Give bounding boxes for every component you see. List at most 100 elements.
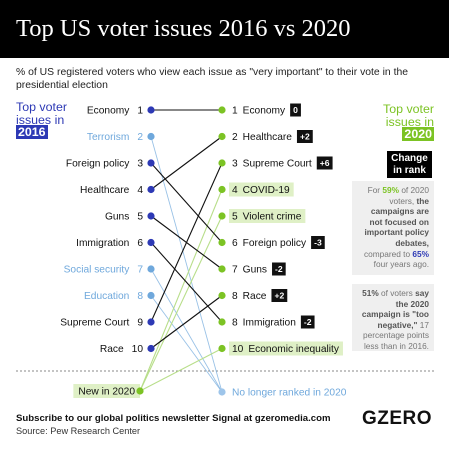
rank-link-6-to-9 — [150, 242, 223, 323]
left-label-healthcare: Healthcare — [80, 185, 130, 196]
change-value-race: +2 — [274, 291, 284, 301]
left-rank-9: 9 — [137, 318, 143, 329]
right-label-economy: Economy — [243, 106, 286, 117]
right-point-race — [218, 291, 226, 300]
left-heading-year: 2016 — [16, 125, 48, 139]
right-rank-economic-inequality: 10 — [232, 344, 244, 355]
rank-link-4-to-2 — [150, 136, 223, 190]
left-point-8 — [147, 291, 155, 300]
gzero-logo: GZERO — [362, 408, 433, 429]
source-footer: Source: Pew Research Center — [16, 426, 141, 436]
right-rank-supreme-court: 3 — [232, 159, 238, 170]
left-rank-1: 1 — [137, 106, 143, 117]
right-rank-foreign-policy: 6 — [232, 238, 238, 249]
callout1-bold: the campaigns are not focused on importa… — [364, 195, 429, 248]
rank-link-10-to-8 — [150, 295, 223, 349]
callout1-pct-2016: 65% — [412, 248, 429, 259]
left-rank-7: 7 — [137, 265, 143, 276]
change-value-immigration: -2 — [304, 317, 312, 327]
left-point-6 — [147, 238, 155, 247]
right-label-foreign-policy: Foreign policy — [243, 238, 307, 249]
right-label-economic-inequality: Economic inequality — [248, 344, 340, 355]
callout-negativity: 51% of voters say the 2020 campaign is "… — [352, 284, 434, 351]
new-highlight-violent-crime — [229, 209, 306, 223]
right-label-guns: Guns — [243, 265, 267, 276]
change-value-healthcare: +2 — [300, 132, 310, 142]
right-heading-year: 2020 — [402, 127, 434, 141]
left-label-supreme-court: Supreme Court — [60, 318, 129, 329]
left-point-3 — [147, 159, 155, 167]
right-rank-immigration: 8 — [232, 318, 238, 329]
left-point-10 — [147, 344, 155, 353]
newsletter-footer: Subscribe to our global politics newslet… — [16, 413, 331, 424]
new-highlight-covid-19 — [229, 182, 294, 197]
callout1-text-4: four years ago. — [373, 259, 429, 270]
right-rank-guns: 7 — [232, 265, 238, 276]
left-label-race: Race — [100, 344, 124, 355]
left-rank-4: 4 — [137, 185, 143, 196]
callout1-text-2: of 2020 voters, — [389, 185, 429, 206]
chart-subtitle: % of US registered voters who view each … — [16, 67, 409, 91]
left-rank-3: 3 — [137, 159, 143, 170]
change-badge-healthcare — [296, 130, 313, 143]
right-label-violent-crime: Violent crime — [243, 212, 302, 223]
right-rank-race: 8 — [232, 291, 238, 302]
change-value-guns: -2 — [275, 264, 283, 274]
right-point-covid-19 — [218, 185, 226, 194]
change-badge-economy — [290, 103, 301, 117]
left-point-1 — [147, 106, 155, 114]
new-link-covid-19 — [139, 189, 223, 392]
no-longer-ranked-label: No longer ranked in 2020 — [232, 388, 347, 399]
left-label-economy: Economy — [87, 106, 130, 117]
callout2-bold: say the 2020 campaign is "too negative," — [361, 288, 429, 330]
right-point-economy — [218, 106, 226, 114]
change-badge-race — [271, 289, 288, 302]
left-rank-10: 10 — [132, 344, 144, 355]
right-label-supreme-court: Supreme Court — [243, 159, 312, 170]
callout2-text-1: of voters — [381, 288, 413, 298]
page-title: Top US voter issues 2016 vs 2020 — [0, 0, 449, 58]
right-point-violent-crime — [218, 212, 226, 220]
callout1-text-1: For — [367, 185, 381, 195]
left-label-foreign-policy: Foreign policy — [66, 159, 130, 170]
rank-link-9-to-3 — [150, 162, 223, 323]
right-point-healthcare — [218, 132, 226, 141]
right-point-supreme-court — [218, 159, 226, 167]
change-value-economy: 0 — [293, 105, 298, 115]
change-badge-supreme-court — [316, 156, 333, 170]
callout1-pct-2020: 59% — [382, 185, 399, 195]
left-label-immigration: Immigration — [76, 238, 129, 249]
left-rank-6: 6 — [137, 238, 143, 249]
no-longer-ranked-point — [218, 388, 226, 396]
change-value-foreign-policy: -3 — [314, 238, 322, 248]
right-heading-text: Top voter issues in — [383, 102, 434, 129]
new-highlight-economic-inequality — [229, 341, 343, 356]
left-rank-2: 2 — [137, 132, 143, 143]
change-badge-immigration — [300, 315, 315, 329]
callout1-text-3: compared to — [363, 248, 411, 259]
right-point-immigration — [218, 318, 226, 326]
change-in-rank-label: Change in rank — [387, 151, 432, 178]
right-point-foreign-policy — [218, 238, 226, 247]
right-column-heading: Top voter issues in 2020 — [372, 103, 434, 141]
right-label-race: Race — [243, 291, 267, 302]
callout2-pct: 51% — [362, 288, 379, 298]
left-column-heading: Top voter issues in 2016 — [16, 101, 86, 139]
right-rank-economy: 1 — [232, 106, 238, 117]
callout2-text-2: 17 percentage points less than in 2016. — [363, 319, 429, 351]
right-point-economic-inequality — [218, 344, 226, 353]
dropped-link-terrorism — [150, 136, 223, 393]
right-point-guns — [218, 265, 226, 273]
left-point-4 — [147, 185, 155, 194]
left-point-2 — [147, 132, 155, 141]
rank-link-3-to-6 — [150, 162, 223, 243]
left-label-social-security: Social security — [64, 265, 131, 276]
right-rank-covid-19: 4 — [232, 185, 238, 196]
right-label-immigration: Immigration — [243, 318, 296, 329]
right-rank-healthcare: 2 — [232, 132, 238, 143]
right-rank-violent-crime: 5 — [232, 212, 238, 223]
left-rank-5: 5 — [137, 212, 143, 223]
left-label-terrorism: Terrorism — [87, 132, 129, 143]
new-link-economic-inequality — [139, 348, 223, 392]
